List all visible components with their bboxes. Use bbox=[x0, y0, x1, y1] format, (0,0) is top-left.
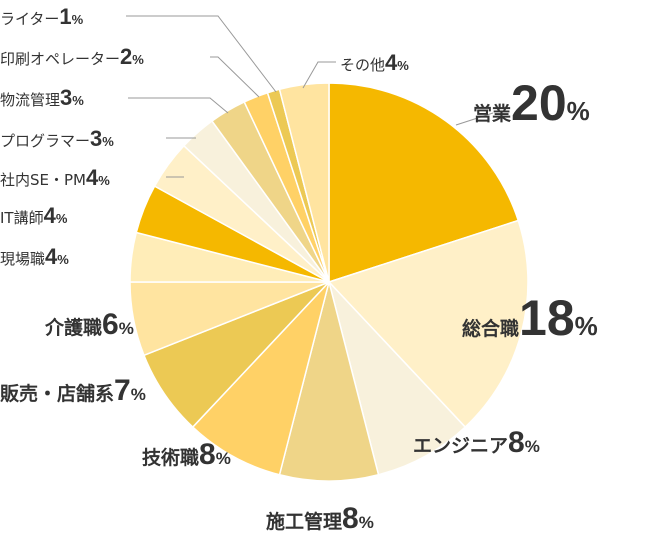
slice-label-text: 販売・店舗系 bbox=[0, 383, 114, 405]
slice-label: 施工管理8% bbox=[266, 504, 374, 534]
slice-value: 8 bbox=[342, 502, 359, 535]
slice-label: その他4% bbox=[340, 52, 409, 74]
slice-value: 2 bbox=[120, 44, 132, 69]
slice-label: 物流管理3% bbox=[0, 87, 84, 109]
slice-unit: % bbox=[72, 93, 84, 108]
slice-label-text: IT講師 bbox=[0, 209, 44, 227]
slice-label: 営業20% bbox=[473, 78, 590, 128]
slice-unit: % bbox=[57, 252, 69, 267]
slice-label-text: エンジニア bbox=[413, 435, 508, 457]
slice-unit: % bbox=[119, 319, 134, 338]
slice-label-text: 技術職 bbox=[142, 447, 199, 469]
slice-value: 4 bbox=[385, 50, 397, 75]
slice-value: 20 bbox=[511, 75, 567, 131]
slice-label-text: 営業 bbox=[473, 103, 511, 125]
slice-unit: % bbox=[132, 52, 144, 67]
slice-unit: % bbox=[359, 513, 374, 532]
slice-label: 技術職8% bbox=[142, 440, 231, 470]
slice-value: 4 bbox=[44, 203, 56, 228]
slice-value: 8 bbox=[508, 426, 525, 459]
slice-label-text: 施工管理 bbox=[266, 511, 342, 533]
slice-unit: % bbox=[72, 12, 84, 27]
slice-value: 18 bbox=[519, 290, 575, 346]
slice-label: エンジニア8% bbox=[413, 428, 540, 458]
slice-label-text: 総合職 bbox=[462, 318, 519, 340]
slice-label-text: 社内SE・PM bbox=[0, 171, 86, 189]
slice-label: ライター1% bbox=[0, 6, 83, 28]
slice-value: 3 bbox=[90, 126, 102, 151]
slice-label: 現場職4% bbox=[0, 246, 69, 268]
slice-label-text: 印刷オペレーター bbox=[0, 50, 120, 68]
slice-unit: % bbox=[102, 134, 114, 149]
slice-value: 3 bbox=[60, 85, 72, 110]
slice-unit: % bbox=[131, 385, 146, 404]
slice-unit: % bbox=[397, 58, 409, 73]
slice-label: 販売・店舗系7% bbox=[0, 376, 146, 406]
slice-unit: % bbox=[98, 173, 110, 188]
slice-label: 印刷オペレーター2% bbox=[0, 46, 144, 68]
slice-label-text: その他 bbox=[340, 56, 385, 74]
slice-value: 6 bbox=[102, 308, 119, 341]
leader-line bbox=[128, 98, 228, 113]
slice-value: 4 bbox=[45, 244, 57, 269]
slice-label-text: ライター bbox=[0, 10, 59, 28]
slice-unit: % bbox=[567, 96, 590, 126]
slice-value: 1 bbox=[59, 4, 71, 29]
slice-label-text: プログラマー bbox=[0, 132, 90, 150]
slice-label: 介護職6% bbox=[45, 310, 134, 340]
slice-label-text: 物流管理 bbox=[0, 91, 60, 109]
slice-unit: % bbox=[525, 437, 540, 456]
leader-line bbox=[126, 16, 276, 92]
slice-label-text: 現場職 bbox=[0, 250, 45, 268]
slice-label: 総合職18% bbox=[462, 293, 598, 343]
slice-value: 7 bbox=[114, 374, 131, 407]
slice-unit: % bbox=[216, 449, 231, 468]
slice-value: 8 bbox=[199, 438, 216, 471]
slice-label-text: 介護職 bbox=[45, 317, 102, 339]
slice-label: プログラマー3% bbox=[0, 128, 114, 150]
leader-line bbox=[210, 57, 259, 97]
slice-value: 4 bbox=[86, 165, 98, 190]
slice-label: 社内SE・PM4% bbox=[0, 167, 110, 189]
slice-unit: % bbox=[56, 211, 68, 226]
slice-unit: % bbox=[575, 311, 598, 341]
slice-label: IT講師4% bbox=[0, 205, 67, 227]
